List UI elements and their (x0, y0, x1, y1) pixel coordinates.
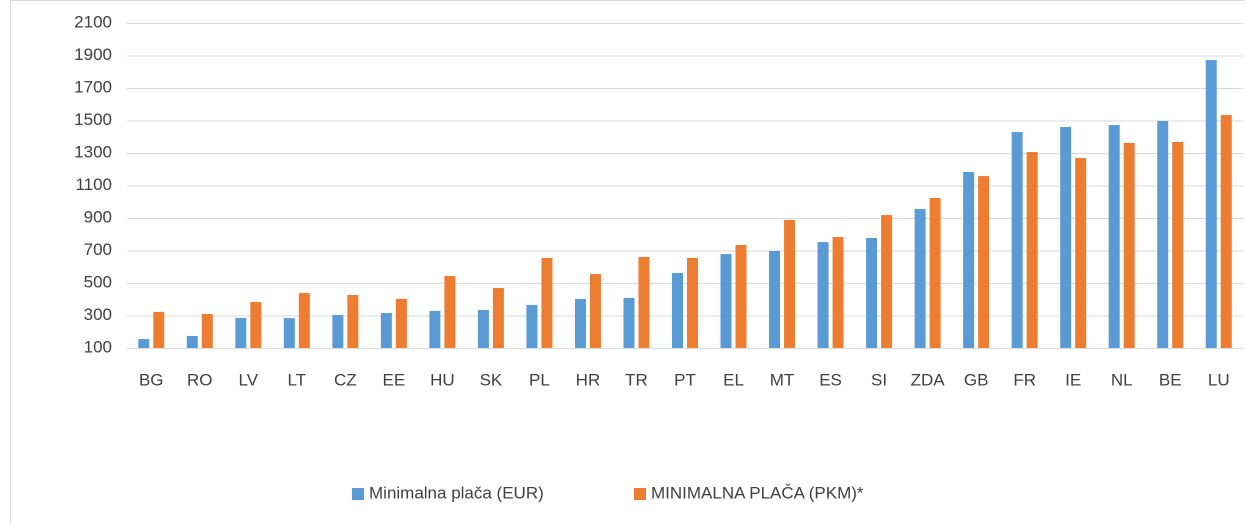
bar (298, 293, 310, 348)
legend-swatch (634, 488, 646, 500)
bar (687, 257, 698, 348)
bar (817, 242, 829, 348)
bar (1157, 120, 1169, 348)
x-tick-label: LU (1208, 370, 1230, 389)
y-tick-label: 1100 (75, 175, 112, 194)
x-tick-label: EE (383, 370, 406, 389)
bar (832, 237, 844, 348)
bar (881, 215, 893, 348)
bar (638, 257, 650, 348)
bar (914, 209, 926, 348)
y-tick-label: 300 (84, 305, 112, 324)
bar (1108, 125, 1120, 348)
bar (283, 318, 295, 348)
bar (574, 298, 586, 348)
bar (1205, 60, 1217, 349)
x-tick-label: EL (723, 370, 744, 389)
y-tick-label: 100 (84, 337, 112, 356)
x-tick-label: CZ (334, 370, 357, 389)
x-tick-label: MT (770, 370, 795, 389)
x-tick-label: ES (819, 370, 842, 389)
bar (623, 297, 635, 348)
x-tick-label: RO (187, 370, 213, 389)
bar (235, 317, 247, 348)
bar (672, 272, 683, 348)
legend-label: MINIMALNA PLAČA (PKM)* (651, 483, 864, 502)
bar (735, 244, 747, 348)
y-tick-label: 700 (84, 240, 112, 259)
y-tick-label: 500 (84, 272, 112, 291)
x-tick-label: GB (964, 370, 989, 389)
x-tick-label: NL (1111, 370, 1133, 389)
y-tick-label: 900 (84, 207, 112, 226)
y-tick-label: 1900 (74, 45, 112, 64)
bar (866, 237, 878, 348)
y-tick-label: 1500 (74, 110, 112, 129)
x-tick-label: PL (529, 370, 550, 389)
bar (963, 172, 975, 348)
bar (1011, 132, 1023, 348)
bar (1075, 158, 1087, 348)
x-tick-label: HU (430, 370, 455, 389)
x-tick-label: TR (625, 370, 648, 389)
bar (769, 250, 781, 348)
y-tick-label: 1700 (74, 77, 112, 96)
bar (477, 309, 489, 348)
bar (1220, 114, 1232, 348)
bar (929, 198, 941, 348)
x-tick-label: SI (871, 370, 887, 389)
bar (201, 314, 213, 348)
bar (720, 254, 732, 348)
x-tick-label: FR (1013, 370, 1036, 389)
x-tick-label: HR (576, 370, 601, 389)
bar (589, 274, 601, 348)
bar (380, 313, 392, 348)
bar (1172, 141, 1184, 348)
legend-label: Minimalna plača (EUR) (369, 483, 544, 502)
bar (138, 339, 150, 348)
bar (541, 257, 553, 348)
bar (347, 295, 359, 348)
x-tick-label: PT (674, 370, 696, 389)
x-tick-label: BG (139, 370, 164, 389)
x-tick-label: LV (239, 370, 259, 389)
bar (492, 288, 504, 348)
bar (332, 315, 344, 348)
bar (1026, 152, 1038, 348)
x-tick-label: SK (480, 370, 503, 389)
legend-swatch (352, 488, 364, 500)
bar (526, 304, 538, 348)
bar (1123, 142, 1135, 348)
bar (978, 176, 990, 348)
x-tick-label: IE (1065, 370, 1081, 389)
bar (429, 310, 441, 348)
bar (444, 276, 456, 348)
bar (1060, 127, 1072, 348)
bar (784, 219, 796, 348)
x-tick-label: BE (1159, 370, 1182, 389)
chart-frame (10, 0, 1245, 524)
x-tick-label: ZDA (911, 370, 946, 389)
bar (395, 298, 407, 348)
bar (186, 335, 198, 348)
bar (153, 311, 165, 348)
bar (250, 302, 262, 348)
y-tick-label: 1300 (74, 142, 112, 161)
x-tick-label: LT (288, 370, 307, 389)
y-tick-label: 2100 (74, 12, 112, 31)
